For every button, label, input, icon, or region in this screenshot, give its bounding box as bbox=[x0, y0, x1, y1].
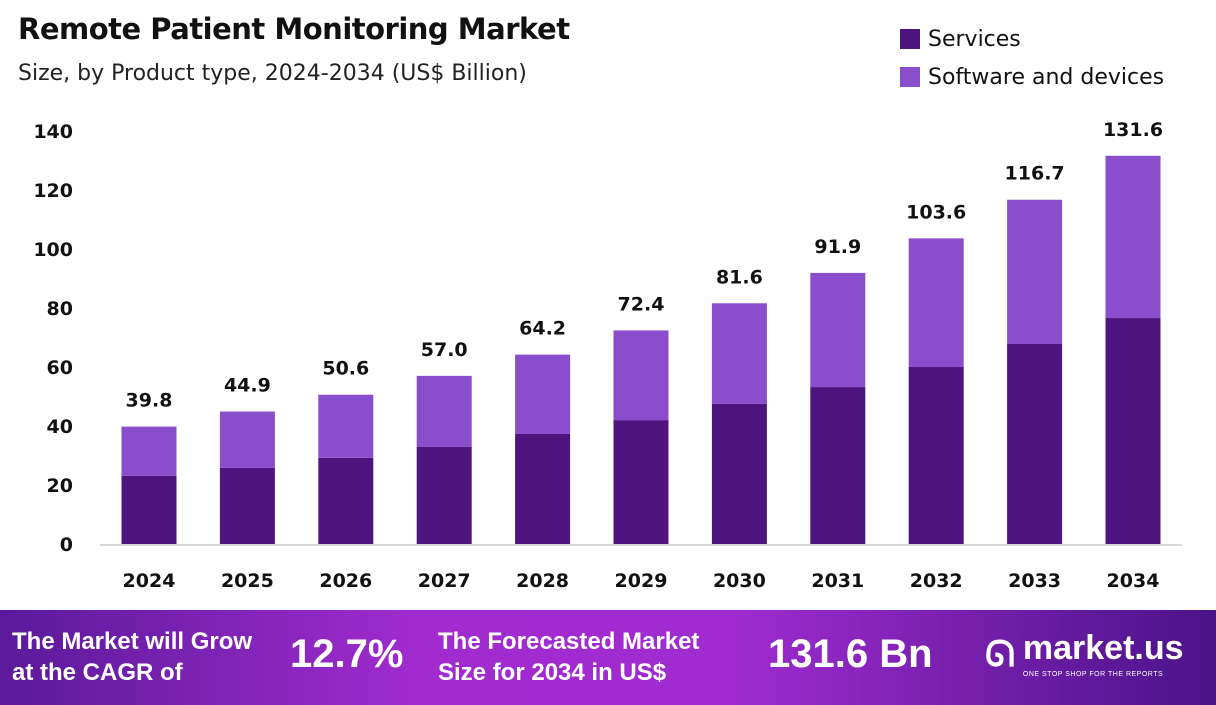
chart-plot: 0 20 40 60 80 100 120 140 39.8 2024 44.9 2025 50.6 20… bbox=[33, 119, 1182, 592]
total-label-2026: 50.6 bbox=[322, 358, 369, 380]
bar-segment-software-2030 bbox=[711, 303, 767, 404]
legend-label: Services bbox=[928, 26, 1021, 52]
legend-item-software: Software and devices bbox=[900, 58, 1164, 96]
x-tick-label: 2030 bbox=[713, 570, 766, 592]
y-tick-label: 0 bbox=[60, 534, 73, 556]
x-tick-label: 2025 bbox=[221, 570, 274, 592]
bar-segment-software-2034 bbox=[1105, 155, 1161, 319]
bar-segment-software-2028 bbox=[515, 354, 571, 434]
footer-banner: The Market will Grow at the CAGR of 12.7… bbox=[0, 610, 1216, 705]
legend: Services Software and devices bbox=[900, 20, 1164, 96]
y-tick-label: 120 bbox=[33, 180, 73, 202]
bar-segment-services-2027 bbox=[416, 446, 472, 544]
forecast-label-line: Size for 2034 in US$ bbox=[438, 659, 667, 686]
legend-item-services: Services bbox=[900, 20, 1164, 58]
bar-segment-software-2027 bbox=[416, 375, 472, 447]
y-tick-label: 20 bbox=[47, 475, 73, 497]
forecast-value: 131.6 Bn bbox=[768, 632, 933, 676]
total-label-2024: 39.8 bbox=[126, 390, 173, 412]
total-label-2030: 81.6 bbox=[716, 266, 763, 288]
bar-segment-services-2030 bbox=[711, 403, 767, 544]
x-tick-label: 2027 bbox=[418, 570, 471, 592]
bar-segment-software-2029 bbox=[613, 330, 669, 421]
total-label-2032: 103.6 bbox=[906, 201, 966, 223]
total-label-2027: 57.0 bbox=[421, 339, 468, 361]
total-label-2034: 131.6 bbox=[1103, 119, 1163, 141]
logo-tagline: ONE STOP SHOP FOR THE REPORTS bbox=[1022, 671, 1164, 678]
total-label-2025: 44.9 bbox=[224, 375, 271, 397]
x-tick-label: 2031 bbox=[811, 570, 864, 592]
x-tick-label: 2032 bbox=[910, 570, 963, 592]
bar-segment-services-2032 bbox=[908, 367, 964, 544]
bar-segment-services-2028 bbox=[515, 433, 571, 544]
bar-segment-software-2026 bbox=[318, 394, 374, 458]
y-tick-label: 140 bbox=[33, 121, 73, 143]
y-tick-label: 100 bbox=[33, 239, 73, 261]
legend-label: Software and devices bbox=[928, 64, 1165, 90]
x-tick-label: 2034 bbox=[1107, 570, 1160, 592]
bar-segment-software-2024 bbox=[121, 426, 177, 476]
bar-segment-services-2026 bbox=[318, 457, 374, 544]
x-tick-label: 2033 bbox=[1008, 570, 1061, 592]
forecast-label-line: The Forecasted Market bbox=[438, 628, 700, 655]
x-tick-label: 2024 bbox=[123, 570, 176, 592]
total-label-2028: 64.2 bbox=[519, 318, 566, 340]
logo-name: market.us bbox=[1022, 629, 1184, 667]
cagr-label-line: at the CAGR of bbox=[12, 659, 183, 686]
chart-subtitle: Size, by Product type, 2024-2034 (US$ Bi… bbox=[18, 61, 527, 86]
total-label-2031: 91.9 bbox=[814, 236, 861, 258]
cagr-label-line: The Market will Grow bbox=[12, 628, 253, 655]
logo-mark-icon: ᘏ bbox=[985, 632, 1015, 674]
bar-segment-software-2033 bbox=[1007, 199, 1063, 344]
legend-swatch-services bbox=[900, 29, 920, 49]
logo: ᘏ market.us ONE STOP SHOP FOR THE REPORT… bbox=[985, 628, 1184, 680]
chart-title: Remote Patient Monitoring Market bbox=[18, 12, 570, 46]
bar-segment-software-2032 bbox=[908, 238, 964, 367]
total-label-2029: 72.4 bbox=[618, 293, 665, 315]
cagr-value: 12.7% bbox=[290, 632, 404, 676]
bar-segment-services-2033 bbox=[1007, 343, 1063, 544]
bar-segment-software-2031 bbox=[810, 272, 866, 388]
bar-segment-services-2031 bbox=[810, 387, 866, 544]
total-label-2033: 116.7 bbox=[1005, 163, 1065, 185]
y-tick-label: 80 bbox=[47, 298, 73, 320]
bar-segment-services-2024 bbox=[121, 475, 177, 544]
forecast-label: The Forecasted Market Size for 2034 in U… bbox=[438, 626, 699, 688]
bar-segment-services-2034 bbox=[1105, 318, 1161, 544]
bar-segment-services-2029 bbox=[613, 420, 669, 544]
cagr-label: The Market will Grow at the CAGR of bbox=[12, 626, 252, 688]
x-tick-label: 2026 bbox=[319, 570, 372, 592]
bar-segment-services-2025 bbox=[219, 467, 275, 544]
y-tick-label: 40 bbox=[47, 416, 73, 438]
x-tick-label: 2029 bbox=[615, 570, 668, 592]
bar-segment-software-2025 bbox=[219, 411, 275, 468]
legend-swatch-software bbox=[900, 67, 920, 87]
x-tick-label: 2028 bbox=[516, 570, 569, 592]
y-tick-label: 60 bbox=[47, 357, 73, 379]
